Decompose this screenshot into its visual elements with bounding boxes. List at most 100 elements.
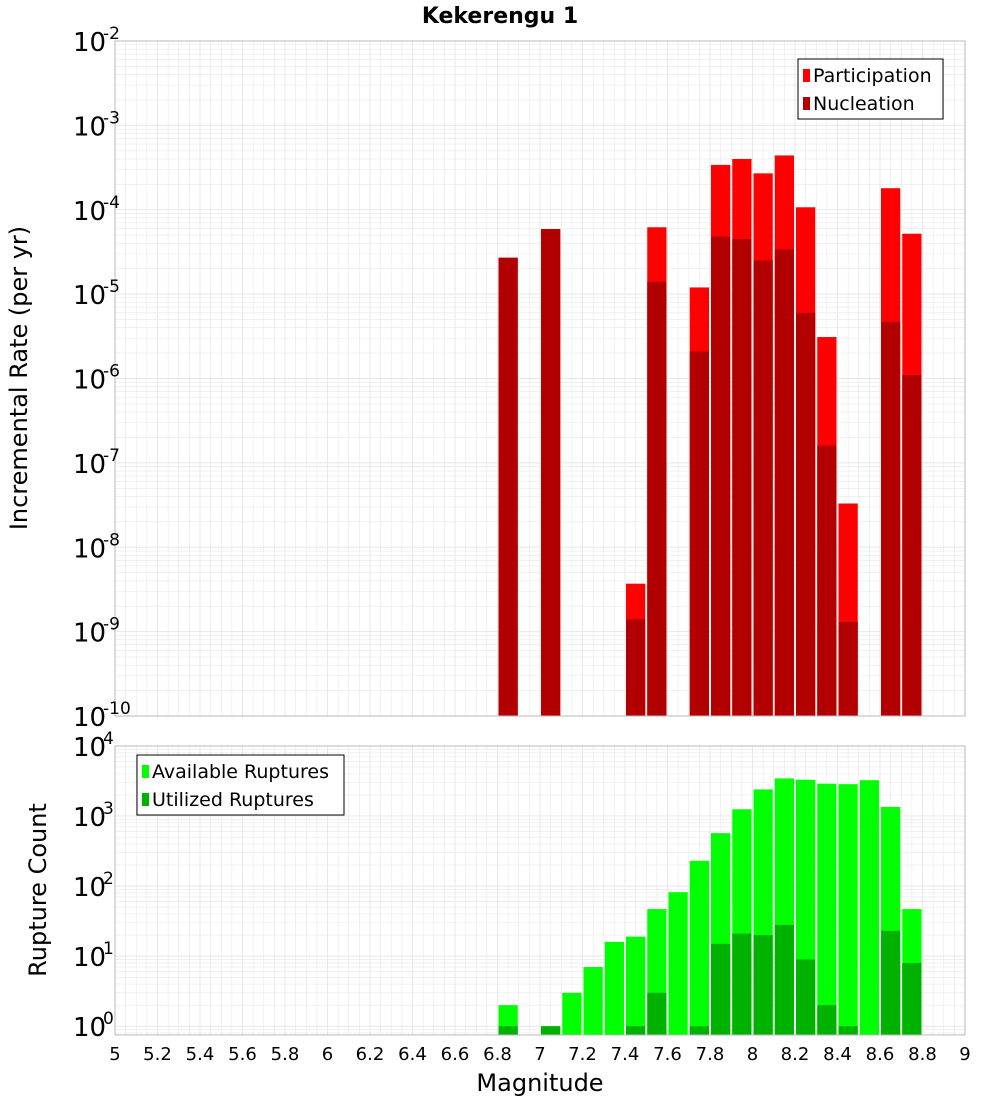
bar-nucleation: [838, 622, 858, 716]
y-tick-exponent: -2: [103, 24, 120, 44]
x-tick-label: 5.4: [186, 1044, 215, 1065]
bar-available-ruptures: [817, 783, 837, 1035]
y-tick-exponent: 1: [103, 939, 114, 959]
bar-nucleation: [626, 619, 646, 716]
bar-utilized-ruptures: [647, 992, 667, 1035]
y-tick-exponent: -7: [103, 446, 120, 466]
y-tick-exponent: -5: [103, 277, 120, 297]
legend-label: Nucleation: [813, 93, 915, 115]
bar-nucleation: [498, 257, 518, 716]
bar-utilized-ruptures: [796, 959, 816, 1035]
y-tick-label: 10: [73, 943, 106, 973]
y-tick-label: 10: [73, 873, 106, 903]
x-tick-label: 6.2: [356, 1044, 385, 1065]
plot-frame: [114, 745, 966, 1036]
legend-box: [797, 58, 944, 120]
y-tick-label: 10: [73, 619, 106, 649]
magnitude-x-axis: 5 5.2 5.4 5.6 5.8 6 6.2 6.4 6.6 6.8 7 7.2 7.4 7.6 7.8 8…: [109, 1044, 970, 1065]
y-tick-exponent: 0: [103, 1009, 114, 1029]
bar-available-ruptures: [604, 941, 624, 1035]
bar-nucleation: [732, 239, 752, 716]
bar-utilized-ruptures: [626, 1026, 646, 1035]
bar-available-ruptures: [583, 967, 603, 1035]
legend-swatch: [803, 69, 810, 82]
x-tick-label: 9: [959, 1044, 970, 1065]
x-tick-label: 5.2: [143, 1044, 172, 1065]
bar-utilized-ruptures: [881, 930, 901, 1035]
y-tick-label: 10: [73, 112, 106, 142]
x-tick-label: 8.2: [781, 1044, 810, 1065]
y-tick-label: 10: [73, 1013, 106, 1043]
x-tick-label: 6.8: [483, 1044, 512, 1065]
y-tick-label: 10: [73, 197, 106, 227]
bar-utilized-ruptures: [838, 1026, 858, 1035]
x-tick-label: 6: [322, 1044, 333, 1065]
y-axis-label: Incremental Rate (per yr): [5, 226, 33, 530]
bar-utilized-ruptures: [541, 1026, 561, 1035]
bar-nucleation: [711, 236, 731, 716]
y-tick-label: 10: [73, 366, 106, 396]
bar-utilized-ruptures: [689, 1026, 709, 1035]
bar-utilized-ruptures: [711, 943, 731, 1035]
bar-nucleation: [689, 351, 709, 716]
legend-swatch: [142, 793, 149, 806]
bar-utilized-ruptures: [817, 1005, 837, 1035]
chart-title: Kekerengu 1: [422, 4, 578, 29]
bar-nucleation: [753, 260, 773, 716]
y-tick-label: 10: [73, 703, 106, 733]
bar-nucleation: [541, 229, 561, 717]
legend-box: [136, 754, 345, 816]
participation-nucleation-panel: 10-210-310-410-510-610-710-810-910-10Inc…: [5, 24, 966, 733]
y-tick-exponent: -8: [103, 530, 120, 550]
y-tick-exponent: 3: [103, 799, 114, 819]
legend-swatch: [142, 765, 149, 778]
bar-utilized-ruptures: [732, 933, 752, 1035]
y-tick-exponent: 2: [103, 869, 114, 889]
bar-nucleation: [774, 249, 794, 716]
x-tick-label: 6.4: [398, 1044, 427, 1065]
x-tick-label: 7.2: [568, 1044, 597, 1065]
bar-available-ruptures: [838, 784, 858, 1035]
y-tick-exponent: -6: [103, 362, 120, 382]
x-tick-label: 8.8: [908, 1044, 937, 1065]
x-tick-label: 7.4: [611, 1044, 640, 1065]
bar-nucleation: [881, 321, 901, 716]
y-tick-label: 10: [73, 28, 106, 58]
bar-utilized-ruptures: [774, 924, 794, 1035]
x-tick-label: 5: [109, 1044, 120, 1065]
y-tick-exponent: 4: [103, 729, 114, 749]
y-tick-label: 10: [73, 281, 106, 311]
x-tick-label: 7.6: [653, 1044, 682, 1065]
bar-utilized-ruptures: [902, 962, 922, 1035]
y-tick-label: 10: [73, 803, 106, 833]
y-tick-label: 10: [73, 534, 106, 564]
bar-utilized-ruptures: [753, 935, 773, 1035]
y-tick-label: 10: [73, 450, 106, 480]
legend-swatch: [803, 97, 810, 110]
legend-label: Available Ruptures: [152, 761, 329, 783]
y-tick-label: 10: [73, 733, 106, 763]
bar-available-ruptures: [668, 892, 688, 1035]
y-axis-label: Rupture Count: [24, 803, 52, 977]
bar-utilized-ruptures: [498, 1026, 518, 1035]
legend-label: Participation: [813, 65, 932, 87]
bar-available-ruptures: [626, 936, 646, 1035]
y-tick-exponent: -9: [103, 615, 120, 635]
bar-available-ruptures: [689, 860, 709, 1035]
bar-nucleation: [647, 281, 667, 716]
x-tick-label: 7: [534, 1044, 545, 1065]
x-tick-label: 6.6: [441, 1044, 470, 1065]
y-tick-exponent: -4: [103, 193, 120, 213]
legend-label: Utilized Ruptures: [152, 789, 314, 811]
bar-nucleation: [817, 445, 837, 716]
x-tick-label: 7.8: [696, 1044, 725, 1065]
y-tick-exponent: -3: [103, 108, 120, 128]
bar-nucleation: [902, 375, 922, 716]
x-tick-label: 8: [747, 1044, 758, 1065]
x-tick-label: 8.6: [866, 1044, 895, 1065]
bar-nucleation: [796, 312, 816, 716]
x-tick-label: 5.6: [228, 1044, 257, 1065]
bar-available-ruptures: [859, 780, 879, 1035]
